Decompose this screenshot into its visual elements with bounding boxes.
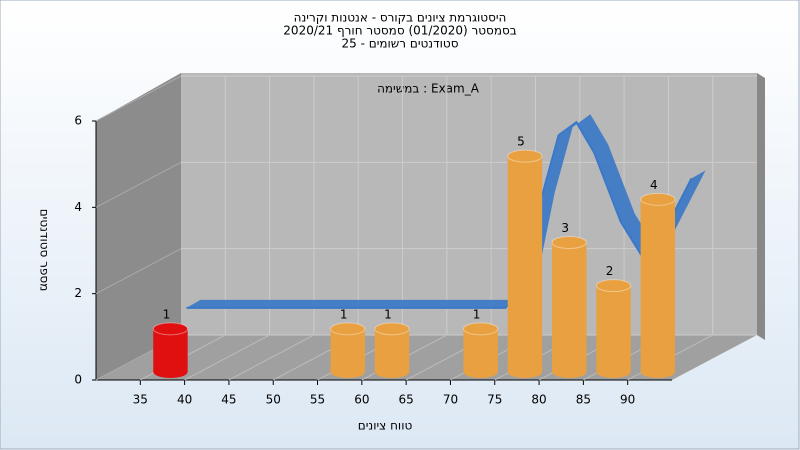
bar-top <box>330 322 366 336</box>
bar-bottom <box>596 366 631 378</box>
grid-line <box>95 75 182 122</box>
value-label: 5 <box>517 135 525 149</box>
grid-line <box>95 248 182 295</box>
floor <box>96 335 757 380</box>
grid-line <box>228 334 315 381</box>
value-label: 2 <box>606 264 614 278</box>
bar-bottom <box>330 366 365 378</box>
title-line: היסטוגרמת ציונים בקורס - אנטנות וקרינה <box>294 11 507 25</box>
bar <box>507 156 543 372</box>
y-axis-label: מספר סטודנטים <box>38 209 52 292</box>
bar <box>463 328 498 372</box>
x-tick-label: 40 <box>177 393 192 407</box>
value-label: 3 <box>561 221 569 235</box>
value-label: 1 <box>473 307 481 321</box>
bar <box>330 328 365 372</box>
y-tick-label: 4 <box>74 200 82 214</box>
x-tick-label: 75 <box>487 393 502 407</box>
x-tick-label: 90 <box>620 393 635 407</box>
title-line: סטודנטים רשומים - 25 <box>341 37 458 51</box>
wall-edge <box>757 73 765 340</box>
x-tick-label: 70 <box>443 393 458 407</box>
curve <box>186 120 693 309</box>
back-wall <box>181 73 757 335</box>
title-line: בסמסטר (01/2020) סמסטר חורף 2020/21 <box>283 24 516 38</box>
x-tick-label: 85 <box>576 393 591 407</box>
y-tick-label: 6 <box>74 114 82 128</box>
value-label: 1 <box>163 307 171 321</box>
x-tick-label: 55 <box>310 393 325 407</box>
left-wall <box>96 73 181 380</box>
bar-top <box>462 322 499 336</box>
bar <box>552 242 587 372</box>
bar <box>374 328 410 372</box>
grid-line <box>184 334 270 381</box>
value-label: 1 <box>384 307 392 321</box>
bar-bottom <box>640 366 675 378</box>
bar-top <box>152 322 189 336</box>
bar-top <box>551 236 587 249</box>
bar-top <box>374 322 410 336</box>
grid-line <box>95 161 182 208</box>
bar-bottom <box>507 366 543 378</box>
value-label: 4 <box>650 178 658 192</box>
y-tick-label: 0 <box>74 373 82 387</box>
bar-top <box>640 192 676 206</box>
bar <box>640 199 675 372</box>
value-label: 1 <box>340 307 348 321</box>
x-axis-label: טווח ציונים <box>358 419 413 433</box>
bar <box>153 328 188 372</box>
bar-top <box>595 279 632 293</box>
bar-top <box>507 149 543 163</box>
x-tick-label: 65 <box>399 393 414 407</box>
bar <box>596 285 631 372</box>
x-tick-label: 60 <box>354 393 369 407</box>
x-tick-label: 35 <box>133 393 148 407</box>
y-tick-label: 2 <box>74 286 82 300</box>
annotation: במשימה : Exam_A <box>377 82 480 96</box>
x-tick-label: 80 <box>531 393 546 407</box>
bar-bottom <box>552 366 587 378</box>
bar-bottom <box>463 366 498 378</box>
bar-bottom <box>153 366 188 378</box>
x-tick-label: 50 <box>266 393 281 407</box>
x-tick-label: 45 <box>221 393 236 407</box>
bar-bottom <box>374 366 410 378</box>
